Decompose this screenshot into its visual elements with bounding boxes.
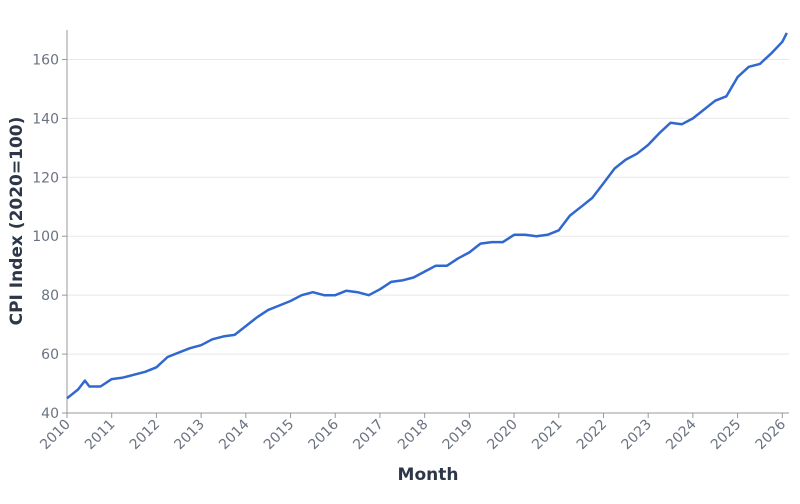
x-tick-label: 2022 (574, 417, 611, 454)
y-tick-label: 40 (41, 406, 59, 422)
x-axis-title: Month (398, 465, 459, 485)
x-tick-label: 2026 (753, 416, 790, 453)
x-tick-label: 2024 (663, 416, 700, 453)
x-tick-label: 2012 (127, 417, 164, 454)
y-axis-title: CPI Index (2020=100) (7, 117, 27, 326)
x-tick-label: 2023 (618, 417, 655, 454)
line (66, 32, 788, 400)
x-tick-label: 2017 (350, 417, 387, 454)
x-tick-label: 2021 (529, 417, 566, 454)
x-tick-label: 2019 (440, 417, 477, 454)
y-tick-label: 60 (41, 347, 59, 363)
y-tick-label: 160 (32, 52, 59, 68)
x-tick-label: 2018 (395, 417, 432, 454)
x-tick-label: 2011 (82, 417, 119, 454)
x-tick-label: 2015 (261, 417, 298, 454)
x-tick-label: 2016 (306, 416, 343, 453)
x-tick-label: 2025 (708, 417, 745, 454)
x-tick-label: 2014 (216, 416, 253, 453)
x-tick-label: 2020 (484, 417, 521, 454)
y-tick-label: 100 (32, 229, 59, 245)
x-tick-label: 2013 (171, 417, 208, 454)
y-tick-label: 140 (32, 111, 59, 127)
y-tick-label: 120 (32, 170, 59, 186)
y-tick-label: 80 (41, 288, 59, 304)
